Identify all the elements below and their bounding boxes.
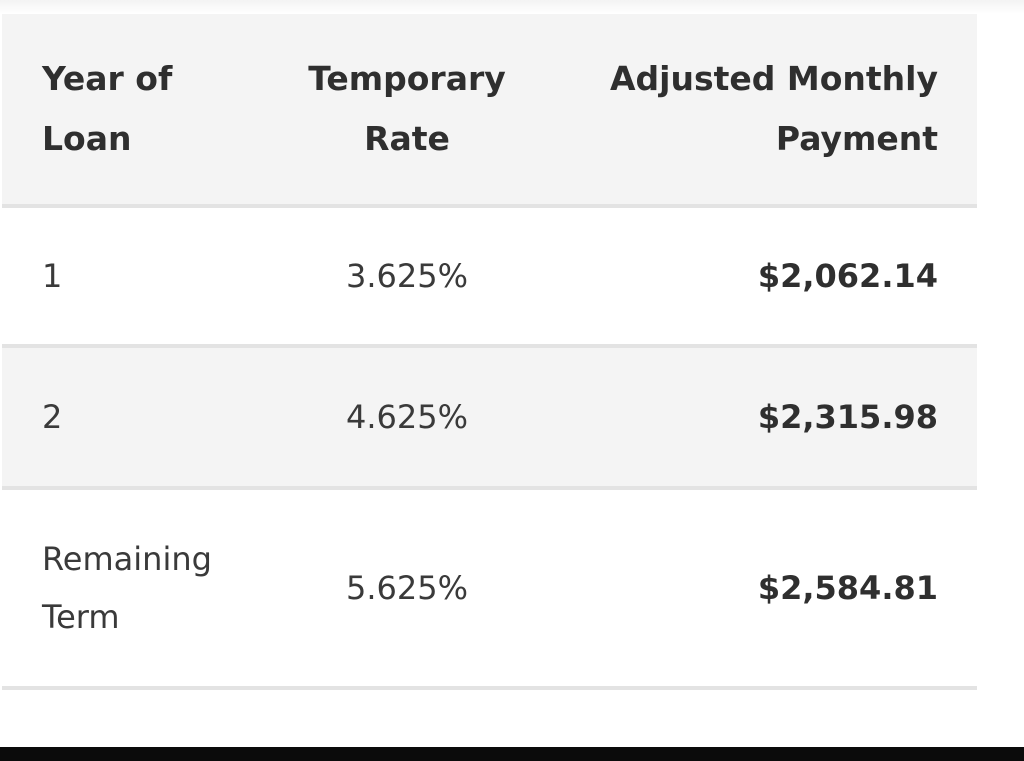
cell-year: Remaining Term <box>42 490 272 686</box>
rate-value: 3.625% <box>345 257 468 295</box>
header-label-line: Temporary <box>308 59 506 98</box>
header-year-of-loan: Year of Loan <box>42 14 272 204</box>
cell-payment: $2,584.81 <box>562 490 938 686</box>
year-label: Remaining <box>42 540 212 578</box>
rate-value: 5.625% <box>345 569 468 607</box>
cell-payment: $2,315.98 <box>562 348 938 486</box>
cell-rate: 5.625% <box>282 490 532 686</box>
cell-rate: 3.625% <box>282 208 532 344</box>
rate-value: 4.625% <box>345 398 468 436</box>
header-label-line: Rate <box>364 119 450 158</box>
payment-value: $2,062.14 <box>757 257 938 295</box>
header-label-line: Year of <box>42 59 173 98</box>
top-shadow <box>0 0 1024 14</box>
cell-year: 1 <box>42 208 272 344</box>
header-adjusted-monthly-payment: Adjusted Monthly Payment <box>562 14 938 204</box>
table-row: 2 4.625% $2,315.98 <box>2 348 977 490</box>
buydown-rate-table: Year of Loan Temporary Rate Adjusted Mon… <box>2 14 977 690</box>
year-label: 2 <box>42 398 63 436</box>
year-label: 1 <box>42 257 63 295</box>
cell-payment: $2,062.14 <box>562 208 938 344</box>
cell-rate: 4.625% <box>282 348 532 486</box>
cell-year: 2 <box>42 348 272 486</box>
header-temporary-rate: Temporary Rate <box>282 14 532 204</box>
header-label-line: Adjusted Monthly <box>610 59 938 98</box>
table-row: Remaining Term 5.625% $2,584.81 <box>2 490 977 690</box>
table-row: 1 3.625% $2,062.14 <box>2 208 977 348</box>
year-label: Term <box>42 598 120 636</box>
header-label-line: Payment <box>775 119 938 158</box>
payment-value: $2,315.98 <box>757 398 938 436</box>
payment-value: $2,584.81 <box>757 569 938 607</box>
bottom-bar <box>0 747 1024 761</box>
header-label-line: Loan <box>42 119 132 158</box>
table-header-row: Year of Loan Temporary Rate Adjusted Mon… <box>2 14 977 208</box>
